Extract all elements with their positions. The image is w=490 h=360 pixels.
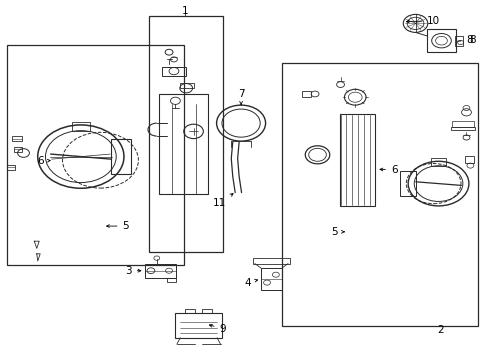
Bar — [261, 268, 282, 290]
Bar — [282, 63, 478, 326]
Text: 9: 9 — [209, 324, 226, 334]
Bar — [340, 114, 375, 206]
Bar — [12, 136, 22, 141]
Bar — [162, 67, 186, 76]
Text: 7: 7 — [238, 89, 245, 105]
Bar — [149, 16, 223, 252]
Text: 8: 8 — [469, 35, 476, 45]
Bar — [452, 121, 474, 127]
Text: 2: 2 — [438, 325, 444, 336]
Bar — [7, 45, 184, 265]
Bar — [455, 36, 463, 46]
Bar — [202, 309, 212, 313]
Bar — [72, 122, 90, 131]
Bar — [465, 156, 474, 163]
Bar — [167, 278, 176, 282]
Bar — [427, 29, 456, 52]
Bar — [400, 171, 416, 196]
Bar — [175, 313, 222, 338]
Bar — [159, 94, 208, 194]
Bar — [14, 147, 22, 152]
Bar — [185, 309, 195, 313]
Bar — [111, 139, 131, 174]
Text: 6: 6 — [37, 156, 50, 166]
Bar — [451, 127, 475, 130]
Bar — [431, 158, 446, 166]
Bar — [253, 258, 290, 264]
Text: 5: 5 — [107, 221, 129, 231]
Text: 3: 3 — [125, 266, 141, 276]
Text: 8: 8 — [458, 35, 473, 45]
Bar — [145, 264, 176, 278]
Text: 10: 10 — [407, 16, 441, 26]
Bar — [180, 83, 194, 88]
Text: 11: 11 — [213, 194, 233, 208]
Text: 1: 1 — [182, 6, 189, 16]
Text: 6: 6 — [380, 165, 398, 175]
Bar — [7, 165, 15, 170]
Bar — [302, 91, 311, 97]
Text: 4: 4 — [244, 278, 258, 288]
Text: 5: 5 — [331, 227, 344, 237]
